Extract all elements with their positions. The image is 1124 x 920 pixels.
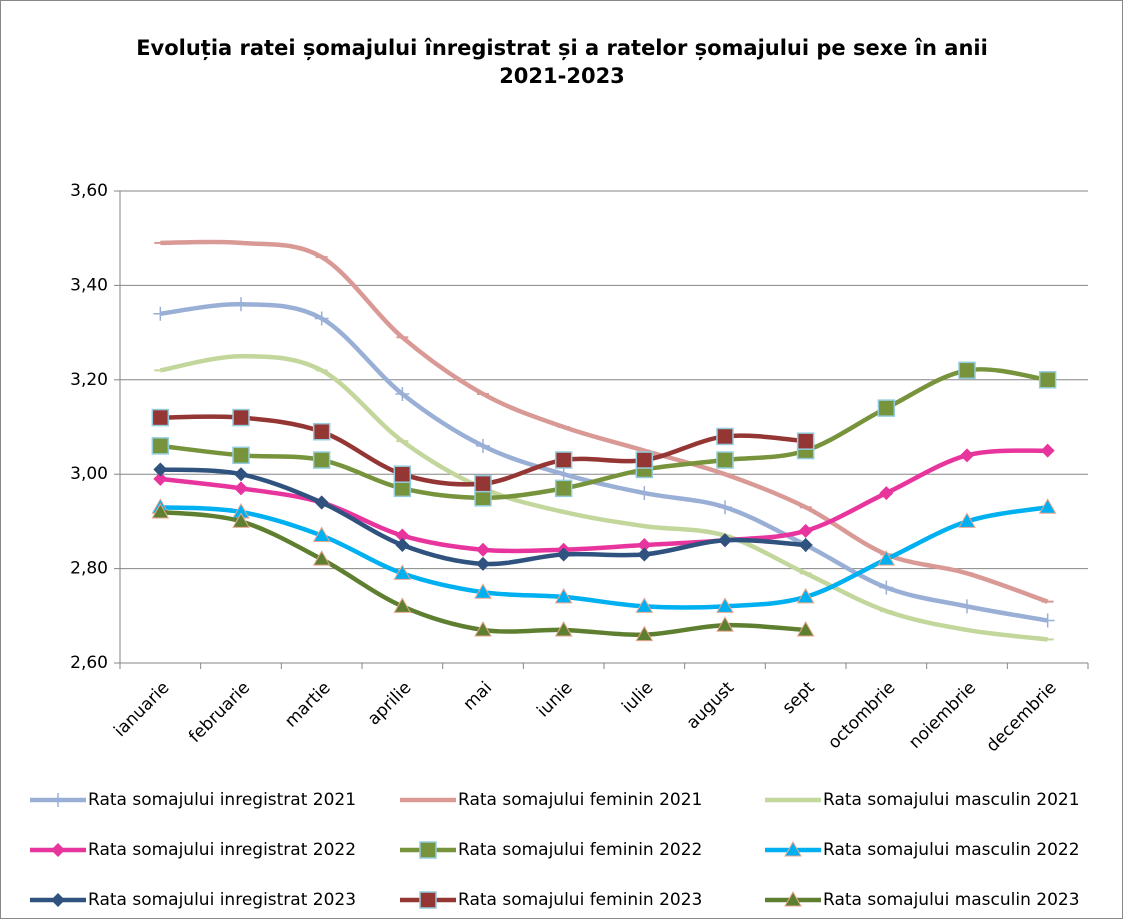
point xyxy=(476,438,490,453)
point xyxy=(395,386,410,401)
point xyxy=(312,526,331,543)
point xyxy=(232,512,250,528)
point xyxy=(153,462,168,477)
y-tick-label: 2,60 xyxy=(70,653,108,673)
point xyxy=(798,538,813,552)
point xyxy=(312,550,331,566)
point xyxy=(395,538,410,552)
point xyxy=(635,451,654,469)
point xyxy=(635,625,654,642)
point xyxy=(474,620,492,637)
point xyxy=(877,399,896,417)
y-tick-label: 3,40 xyxy=(70,275,108,295)
point xyxy=(554,587,573,604)
legend-label: Rata somajului feminin 2022 xyxy=(458,840,702,860)
point xyxy=(958,361,976,380)
point xyxy=(716,451,734,469)
point xyxy=(474,583,492,599)
point xyxy=(556,467,571,482)
point xyxy=(153,471,168,486)
series xyxy=(153,297,1055,628)
legend-label: Rata somajului feminin 2023 xyxy=(458,890,702,910)
series xyxy=(151,502,815,642)
legend-marker xyxy=(784,890,802,907)
point xyxy=(960,448,974,463)
point xyxy=(796,432,815,450)
y-tick-label: 3,60 xyxy=(70,181,108,201)
legend-marker xyxy=(51,843,65,857)
point xyxy=(877,550,896,566)
point xyxy=(314,311,329,326)
legend-marker xyxy=(51,893,65,907)
series xyxy=(153,462,813,571)
point xyxy=(476,556,490,571)
point xyxy=(232,446,250,465)
y-tick-label: 3,00 xyxy=(70,464,108,484)
legend-marker xyxy=(419,891,437,909)
legend-marker xyxy=(419,841,437,859)
legend-label: Rata somajului masculin 2021 xyxy=(823,790,1080,810)
point xyxy=(474,474,492,493)
point xyxy=(637,538,652,552)
point xyxy=(958,512,976,528)
point xyxy=(395,528,410,543)
point xyxy=(879,486,894,501)
legend-label: Rata somajului inregistrat 2022 xyxy=(88,840,356,860)
point xyxy=(716,427,734,446)
point xyxy=(637,486,652,501)
point xyxy=(556,547,571,562)
point xyxy=(314,495,329,510)
point xyxy=(637,547,652,562)
point xyxy=(1038,498,1057,514)
point xyxy=(393,564,412,580)
line xyxy=(160,504,1049,610)
series xyxy=(151,498,1057,613)
point xyxy=(716,616,734,632)
point xyxy=(716,597,734,613)
point xyxy=(151,437,170,455)
legend-label: Rata somajului masculin 2022 xyxy=(823,840,1080,860)
point xyxy=(151,502,170,519)
point xyxy=(960,599,974,614)
line xyxy=(160,302,1049,623)
point xyxy=(234,467,248,482)
point xyxy=(718,500,732,515)
point xyxy=(554,451,573,469)
point xyxy=(312,451,331,469)
line xyxy=(159,353,1048,642)
point xyxy=(554,620,573,637)
point xyxy=(476,542,490,557)
point xyxy=(1040,443,1055,458)
legend-marker xyxy=(51,793,65,807)
legend-label: Rata somajului masculin 2023 xyxy=(823,890,1080,910)
chart-title: Evoluția ratei șomajului înregistrat și … xyxy=(136,36,988,88)
point xyxy=(234,481,248,496)
point xyxy=(796,620,815,637)
point xyxy=(1038,371,1057,389)
point xyxy=(234,297,248,312)
point xyxy=(312,422,331,441)
point xyxy=(796,587,815,604)
legend-marker xyxy=(784,840,802,857)
legend-label: Rata somajului feminin 2021 xyxy=(458,790,702,810)
point xyxy=(718,533,732,548)
series xyxy=(151,408,815,493)
legend-label: Rata somajului inregistrat 2023 xyxy=(88,890,356,910)
point xyxy=(798,523,813,538)
point xyxy=(153,306,168,321)
point xyxy=(232,408,250,427)
y-tick-label: 2,80 xyxy=(70,559,108,579)
point xyxy=(879,580,894,595)
y-tick-label: 3,20 xyxy=(70,370,108,390)
point xyxy=(393,465,412,483)
point xyxy=(554,479,573,498)
legend-label: Rata somajului inregistrat 2021 xyxy=(88,790,356,810)
point xyxy=(393,597,412,613)
point xyxy=(151,408,170,427)
point xyxy=(1040,613,1055,628)
point xyxy=(635,597,654,613)
